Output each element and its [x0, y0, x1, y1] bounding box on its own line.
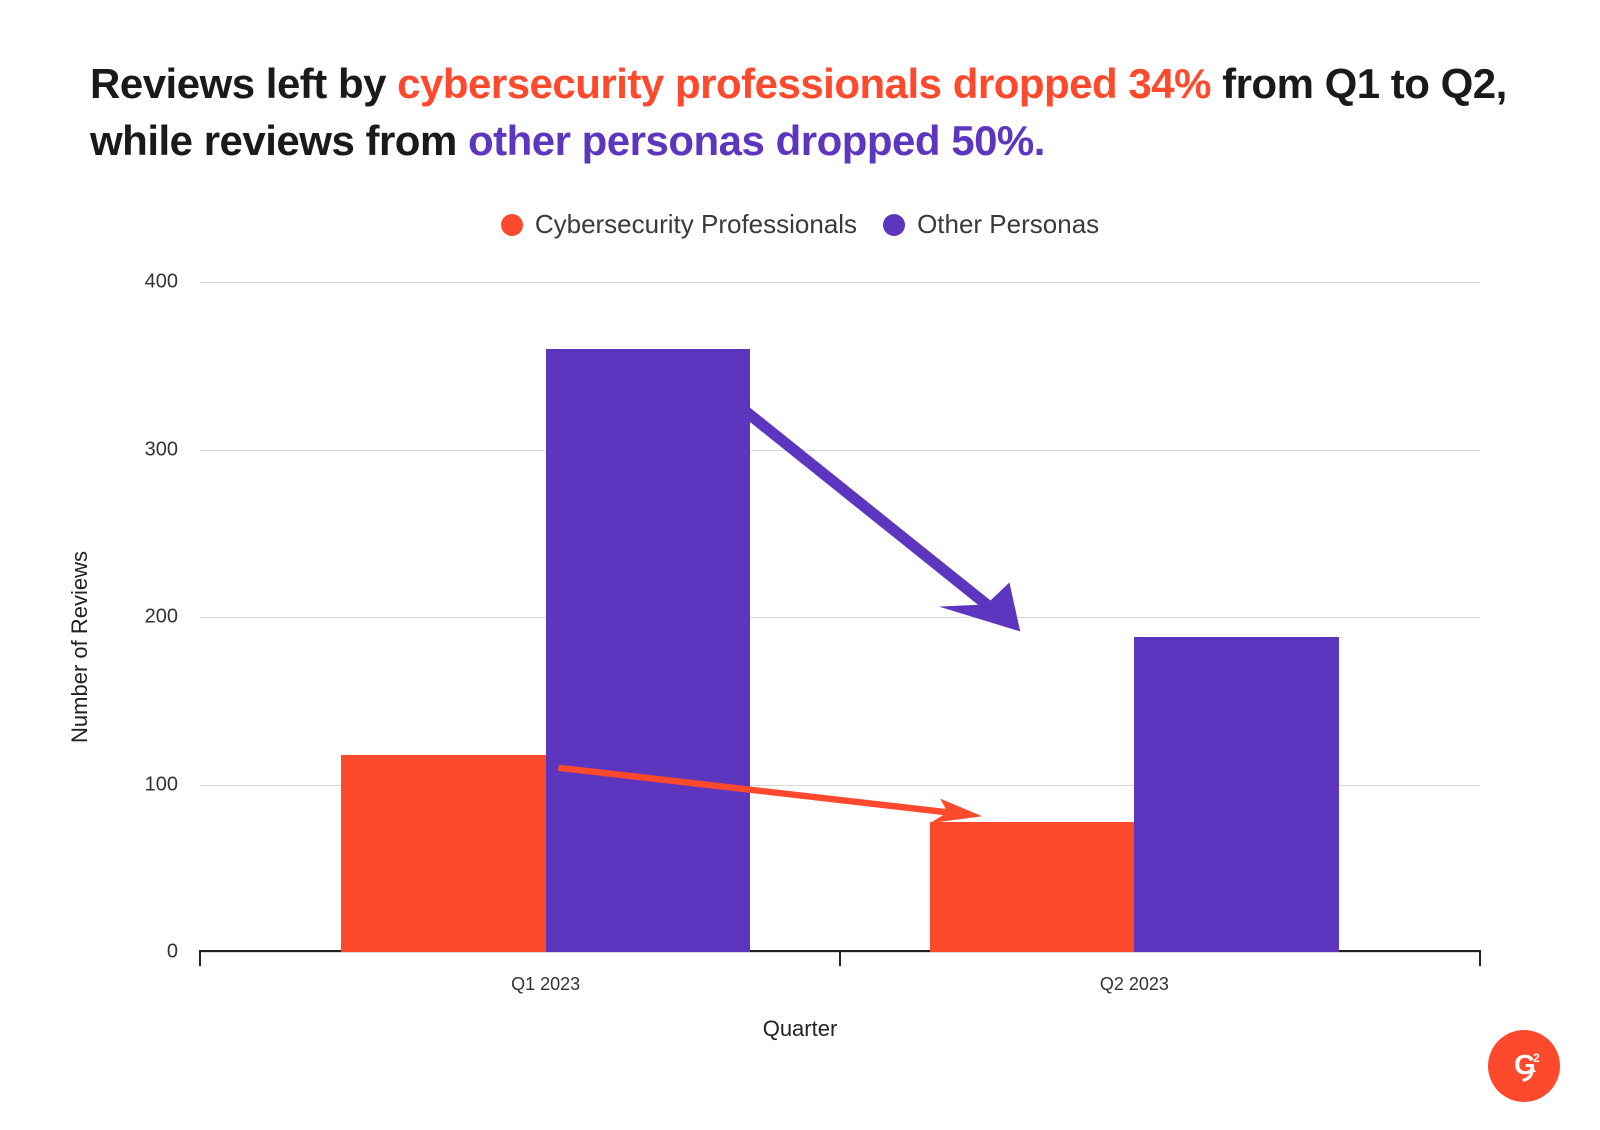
legend: Cybersecurity Professionals Other Persona…: [90, 209, 1510, 240]
bar: [1134, 637, 1339, 952]
bar: [341, 755, 546, 953]
legend-item: Other Personas: [883, 209, 1099, 240]
y-tick-label: 0: [167, 941, 178, 964]
title-highlight-purple: other personas dropped 50%.: [468, 117, 1045, 164]
y-tick-label: 200: [145, 606, 178, 629]
y-axis-label: Number of Reviews: [67, 551, 93, 743]
x-tick-label: Q1 2023: [511, 974, 580, 995]
svg-text:2: 2: [1533, 1051, 1540, 1065]
chart-title: Reviews left by cybersecurity profession…: [90, 56, 1510, 169]
plot-area: 0100200300400Q1 2023Q2 2023: [200, 282, 1480, 952]
legend-label: Cybersecurity Professionals: [535, 209, 857, 240]
title-highlight-orange: cybersecurity professionals dropped 34%: [397, 60, 1211, 107]
y-tick-label: 100: [145, 773, 178, 796]
y-tick-label: 300: [145, 438, 178, 461]
x-axis-tick: [1479, 952, 1481, 966]
grid-line: [200, 450, 1480, 451]
legend-label: Other Personas: [917, 209, 1099, 240]
legend-dot-icon: [883, 214, 905, 236]
title-text: Reviews left by: [90, 60, 397, 107]
y-tick-label: 400: [145, 271, 178, 294]
grid-line: [200, 617, 1480, 618]
x-axis-tick: [199, 952, 201, 966]
legend-item: Cybersecurity Professionals: [501, 209, 857, 240]
bar: [930, 822, 1135, 953]
x-axis-tick: [839, 952, 841, 966]
bar: [546, 349, 751, 952]
g2-logo-icon: G 2: [1488, 1030, 1560, 1102]
chart-area: Number of Reviews 0100200300400Q1 2023Q2…: [90, 252, 1510, 1042]
x-axis-label: Quarter: [90, 1016, 1510, 1042]
x-tick-label: Q2 2023: [1100, 974, 1169, 995]
legend-dot-icon: [501, 214, 523, 236]
chart-container: Reviews left by cybersecurity profession…: [0, 0, 1600, 1130]
grid-line: [200, 282, 1480, 283]
